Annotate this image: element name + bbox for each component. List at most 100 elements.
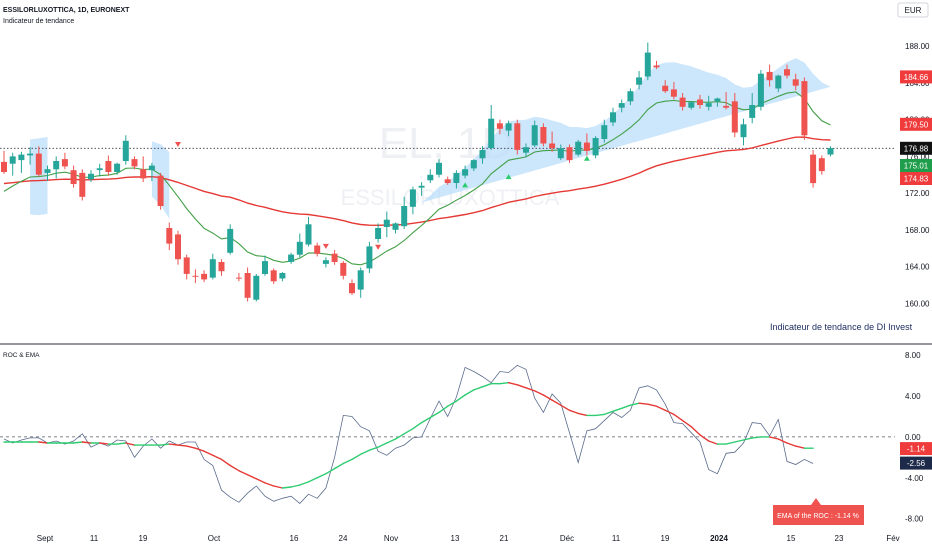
- candle: [288, 252, 295, 264]
- roc-ema-segment: [290, 484, 301, 488]
- candle-body: [801, 81, 808, 136]
- candle-body: [44, 169, 51, 173]
- price-value-label-box: [900, 70, 932, 84]
- roc-ema-segment: [307, 477, 318, 483]
- roc-ema-segment: [795, 445, 806, 449]
- roc-ema-segment: [98, 442, 110, 445]
- roc-ema-segment: [342, 458, 353, 465]
- time-tick-label: 2024: [710, 534, 728, 543]
- price-value-label-box: [900, 159, 932, 172]
- roc-ema-segment: [72, 441, 84, 444]
- candle: [114, 162, 121, 175]
- candle: [88, 170, 94, 183]
- time-tick-label: Fév: [886, 534, 899, 543]
- candle: [357, 267, 364, 298]
- roc-ema-segment: [655, 405, 666, 411]
- candle-body: [122, 140, 129, 161]
- candle: [18, 151, 25, 173]
- roc-ema-segment: [638, 402, 649, 405]
- candle-body: [453, 172, 460, 183]
- candle-body: [749, 105, 756, 118]
- roc-ema-segment: [560, 404, 571, 411]
- candle-body: [505, 123, 512, 131]
- candle: [549, 131, 556, 152]
- candle-body: [183, 257, 190, 274]
- candle: [810, 149, 817, 188]
- candle-body: [670, 89, 677, 97]
- time-axis[interactable]: Sept 11 19 Oct 16 24 Nov 13 21 Déc 11 19 2024 15 23 Fév: [37, 534, 900, 543]
- roc-axis[interactable]: 8.00 4.00 0.00 -4.00 -8.00: [905, 351, 924, 524]
- candle: [801, 77, 808, 140]
- candle: [436, 159, 442, 178]
- candle: [714, 97, 721, 107]
- candle-body: [375, 228, 382, 239]
- candle: [331, 250, 338, 265]
- candle-body: [314, 245, 321, 254]
- candle-body: [166, 228, 173, 244]
- candle-body: [592, 138, 599, 156]
- roc-ema-segment: [168, 443, 179, 446]
- roc-ema-segment: [212, 454, 223, 461]
- time-tick-label: Oct: [208, 534, 221, 543]
- candle-body: [566, 147, 573, 161]
- candle: [209, 253, 216, 280]
- candle: [262, 255, 268, 276]
- roc-ema-segment: [708, 440, 719, 445]
- roc-ema-segment: [664, 409, 675, 416]
- price-value-label-box: [900, 172, 932, 185]
- time-tick-label: Sept: [37, 534, 54, 543]
- roc-ema-segment: [786, 442, 797, 447]
- candle: [723, 92, 730, 110]
- candle: [575, 139, 582, 157]
- price-value-label: 184.66: [904, 73, 929, 82]
- candle: [644, 42, 651, 81]
- price-tick-label: 168.00: [905, 226, 930, 235]
- time-tick-label: Déc: [560, 534, 574, 543]
- roc-ema-segment: [386, 438, 397, 444]
- candle-body: [714, 98, 721, 102]
- candle: [383, 211, 390, 238]
- roc-ema-segment: [351, 453, 362, 461]
- candle: [479, 146, 486, 164]
- candle-body: [244, 273, 251, 298]
- buy-signal-marker: [462, 182, 469, 188]
- candle: [566, 144, 573, 163]
- candle: [35, 146, 42, 177]
- roc-value-label-box: [900, 456, 932, 470]
- candle: [157, 172, 164, 210]
- roc-ema-segment: [542, 394, 553, 401]
- candle-body: [1, 161, 7, 172]
- candle: [531, 120, 538, 148]
- candle-body: [227, 228, 234, 253]
- roc-ema-segment: [621, 404, 632, 409]
- price-tick-label: 172.00: [905, 189, 930, 198]
- candle-body: [618, 103, 625, 108]
- candle-body: [810, 154, 817, 184]
- roc-ema-segment: [159, 443, 171, 446]
- roc-ema-segment: [377, 442, 388, 448]
- roc-ema-segment: [594, 413, 605, 417]
- roc-line: [3, 364, 814, 504]
- candle-body: [218, 262, 225, 272]
- price-value-label: 175.01: [904, 162, 929, 171]
- candle-body: [575, 141, 582, 155]
- currency-box[interactable]: [897, 2, 929, 18]
- price-value-label-box: [900, 117, 932, 131]
- candle: [253, 273, 260, 302]
- roc-ema-segment: [194, 447, 205, 452]
- roc-ema-callout-pointer: [811, 498, 821, 505]
- roc-ema-segment: [603, 410, 614, 416]
- roc-ema-segment: [447, 400, 458, 407]
- roc-ema-segment: [455, 394, 466, 402]
- candle-body: [488, 118, 495, 149]
- candle-body: [201, 273, 208, 280]
- candle: [749, 93, 756, 124]
- candle: [175, 230, 181, 265]
- roc-ema-segment: [777, 438, 788, 444]
- candle: [79, 169, 86, 201]
- candle: [583, 133, 590, 156]
- roc-value-label: -2.56: [907, 459, 926, 468]
- candle: [314, 242, 321, 257]
- candle-body: [349, 283, 355, 294]
